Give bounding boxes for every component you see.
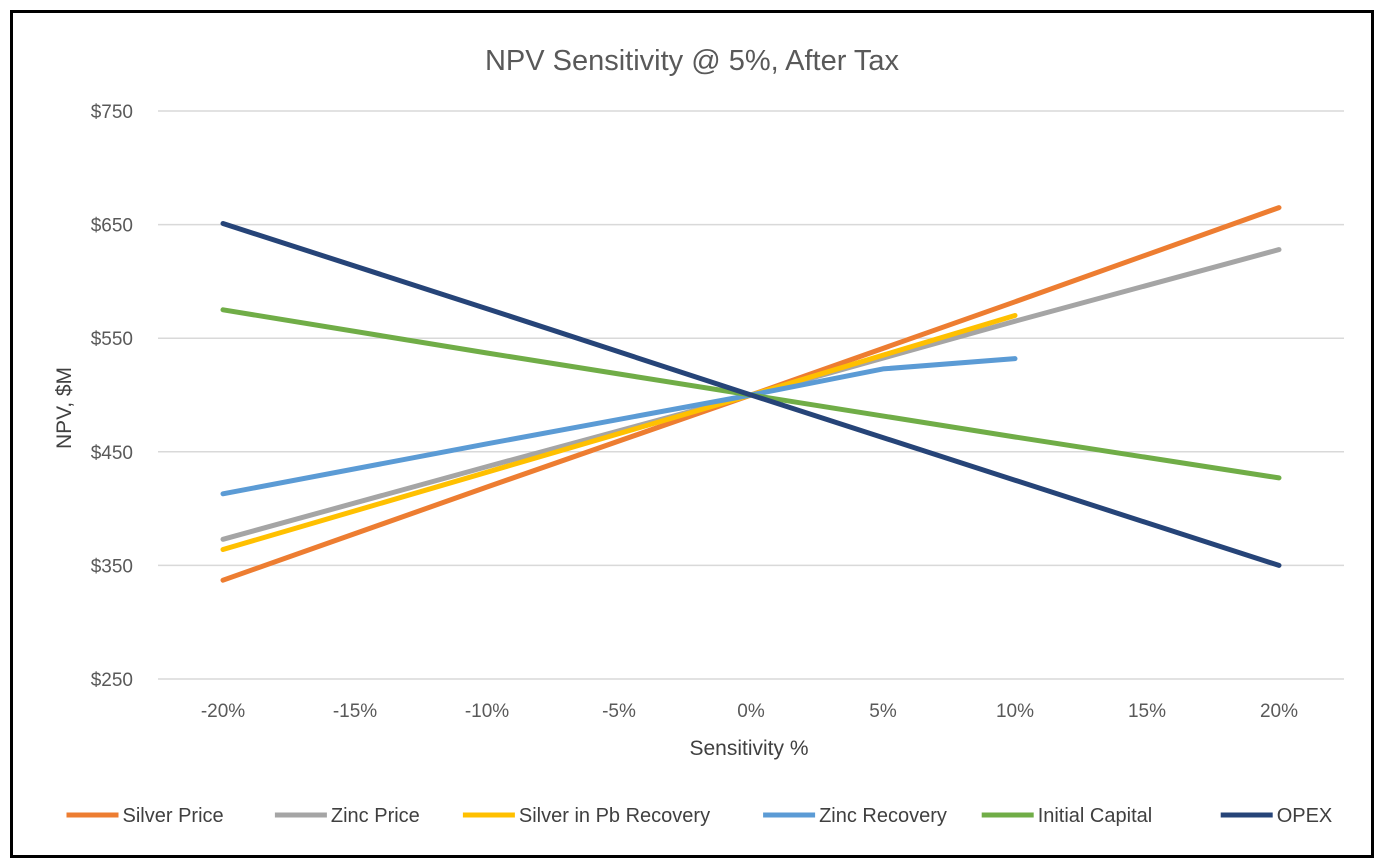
line-chart: NPV Sensitivity @ 5%, After Tax $250 $350… <box>13 13 1371 855</box>
legend-item: Zinc Recovery <box>763 805 947 827</box>
y-tick-label: $550 <box>91 329 133 350</box>
x-tick-label: -5% <box>602 701 636 722</box>
y-tick-label: $450 <box>91 443 133 464</box>
y-tick-label: $650 <box>91 216 133 237</box>
x-tick-label: -10% <box>465 701 509 722</box>
x-axis-label: Sensitivity % <box>689 737 808 760</box>
legend-item: Zinc Price <box>274 805 420 827</box>
legend: Silver Price Zinc Price Silver in Pb Recov… <box>66 805 1333 827</box>
chart-background <box>13 13 1371 855</box>
x-tick-label: 20% <box>1260 701 1298 722</box>
series-line-5 <box>220 221 1282 568</box>
y-axis-ticks: $250 $350 $450 $550 $650 $750 <box>91 102 133 691</box>
series-lines <box>220 205 1282 583</box>
x-tick-label: -20% <box>201 701 245 722</box>
legend-item: Silver Price <box>66 805 224 827</box>
y-axis-label: NPV, $M <box>53 367 76 449</box>
x-tick-label: 0% <box>737 701 765 722</box>
legend-label: OPEX <box>1277 805 1333 827</box>
x-axis-ticks: -20% -15% -10% -5% 0% 5% 10% 15% 20% <box>201 701 1298 722</box>
y-tick-label: $750 <box>91 102 133 123</box>
chart-frame: NPV Sensitivity @ 5%, After Tax $250 $350… <box>10 10 1374 858</box>
legend-item: Initial Capital <box>981 805 1153 827</box>
x-tick-label: 5% <box>869 701 897 722</box>
gridlines <box>158 110 1344 680</box>
legend-label: Silver in Pb Recovery <box>519 805 710 827</box>
legend-label: Silver Price <box>123 805 224 827</box>
x-tick-label: 10% <box>996 701 1034 722</box>
x-tick-label: 15% <box>1128 701 1166 722</box>
legend-label: Initial Capital <box>1038 805 1153 827</box>
legend-item: OPEX <box>1220 805 1333 827</box>
y-tick-label: $350 <box>91 556 133 577</box>
x-tick-label: -15% <box>333 701 377 722</box>
chart-title: NPV Sensitivity @ 5%, After Tax <box>485 45 900 77</box>
legend-label: Zinc Recovery <box>819 805 947 827</box>
legend-item: Silver in Pb Recovery <box>462 805 710 827</box>
y-tick-label: $250 <box>91 670 133 691</box>
legend-label: Zinc Price <box>331 805 420 827</box>
